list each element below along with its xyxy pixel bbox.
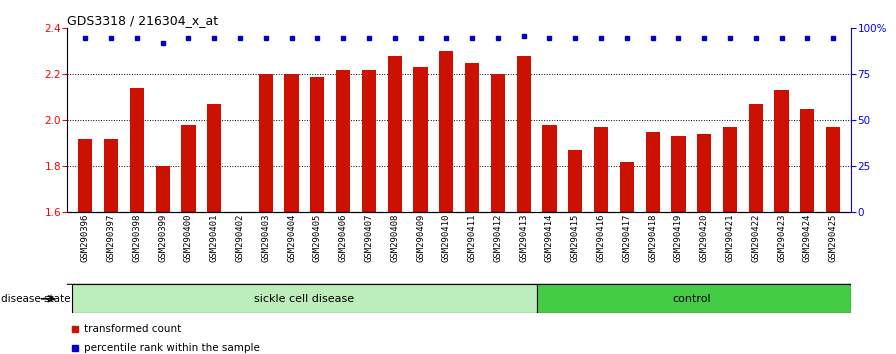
Bar (207, 104, 221, 354)
Bar (259, 74, 273, 354)
Text: GSM290402: GSM290402 (236, 214, 245, 262)
Text: GSM290414: GSM290414 (545, 214, 554, 262)
Bar (517, 56, 530, 354)
Text: GSM290407: GSM290407 (365, 214, 374, 262)
Bar (594, 127, 608, 354)
Bar (491, 74, 505, 354)
Bar (413, 67, 427, 354)
Text: GSM290409: GSM290409 (416, 214, 425, 262)
Bar (542, 125, 556, 354)
Bar (671, 137, 685, 354)
Bar (310, 76, 324, 354)
Bar (388, 56, 401, 354)
Text: sickle cell disease: sickle cell disease (254, 294, 355, 304)
Bar (800, 109, 814, 354)
Text: GSM290396: GSM290396 (81, 214, 90, 262)
Text: GDS3318 / 216304_x_at: GDS3318 / 216304_x_at (67, 14, 219, 27)
Text: GSM290424: GSM290424 (803, 214, 812, 262)
Bar (697, 134, 711, 354)
Bar (156, 166, 169, 354)
Text: GSM290411: GSM290411 (468, 214, 477, 262)
Text: GSM290421: GSM290421 (726, 214, 735, 262)
Text: GSM290399: GSM290399 (158, 214, 168, 262)
Text: GSM290415: GSM290415 (571, 214, 580, 262)
Bar (465, 63, 479, 354)
Bar (284, 74, 298, 354)
Text: GSM290416: GSM290416 (597, 214, 606, 262)
Text: GSM290397: GSM290397 (107, 214, 116, 262)
Bar (233, 212, 247, 354)
Text: GSM290413: GSM290413 (519, 214, 528, 262)
Bar (362, 70, 376, 354)
Bar (774, 91, 788, 354)
Text: GSM290406: GSM290406 (339, 214, 348, 262)
Bar (645, 132, 659, 354)
Text: GSM290417: GSM290417 (623, 214, 632, 262)
Bar (537, 284, 851, 313)
Bar (749, 104, 762, 354)
Text: GSM290420: GSM290420 (700, 214, 709, 262)
Text: GSM290418: GSM290418 (648, 214, 657, 262)
Bar (568, 150, 582, 354)
Text: GSM290419: GSM290419 (674, 214, 683, 262)
Bar (73, 284, 537, 313)
Text: GSM290410: GSM290410 (442, 214, 451, 262)
Text: GSM290398: GSM290398 (133, 214, 142, 262)
Text: GSM290403: GSM290403 (262, 214, 271, 262)
Text: transformed count: transformed count (84, 324, 182, 333)
Bar (130, 88, 144, 354)
Bar (181, 125, 195, 354)
Text: GSM290404: GSM290404 (287, 214, 296, 262)
Text: GSM290400: GSM290400 (184, 214, 193, 262)
Text: GSM290405: GSM290405 (313, 214, 322, 262)
Bar (336, 70, 350, 354)
Text: control: control (672, 294, 711, 304)
Text: disease state: disease state (1, 294, 71, 304)
Bar (826, 127, 840, 354)
Text: GSM290412: GSM290412 (494, 214, 503, 262)
Bar (620, 162, 634, 354)
Text: GSM290408: GSM290408 (391, 214, 400, 262)
Bar (104, 139, 118, 354)
Text: GSM290422: GSM290422 (751, 214, 761, 262)
Bar (78, 139, 92, 354)
Text: GSM290401: GSM290401 (210, 214, 219, 262)
Text: GSM290425: GSM290425 (829, 214, 838, 262)
Text: GSM290423: GSM290423 (777, 214, 786, 262)
Bar (439, 51, 453, 354)
Bar (723, 127, 737, 354)
Text: percentile rank within the sample: percentile rank within the sample (84, 343, 261, 353)
